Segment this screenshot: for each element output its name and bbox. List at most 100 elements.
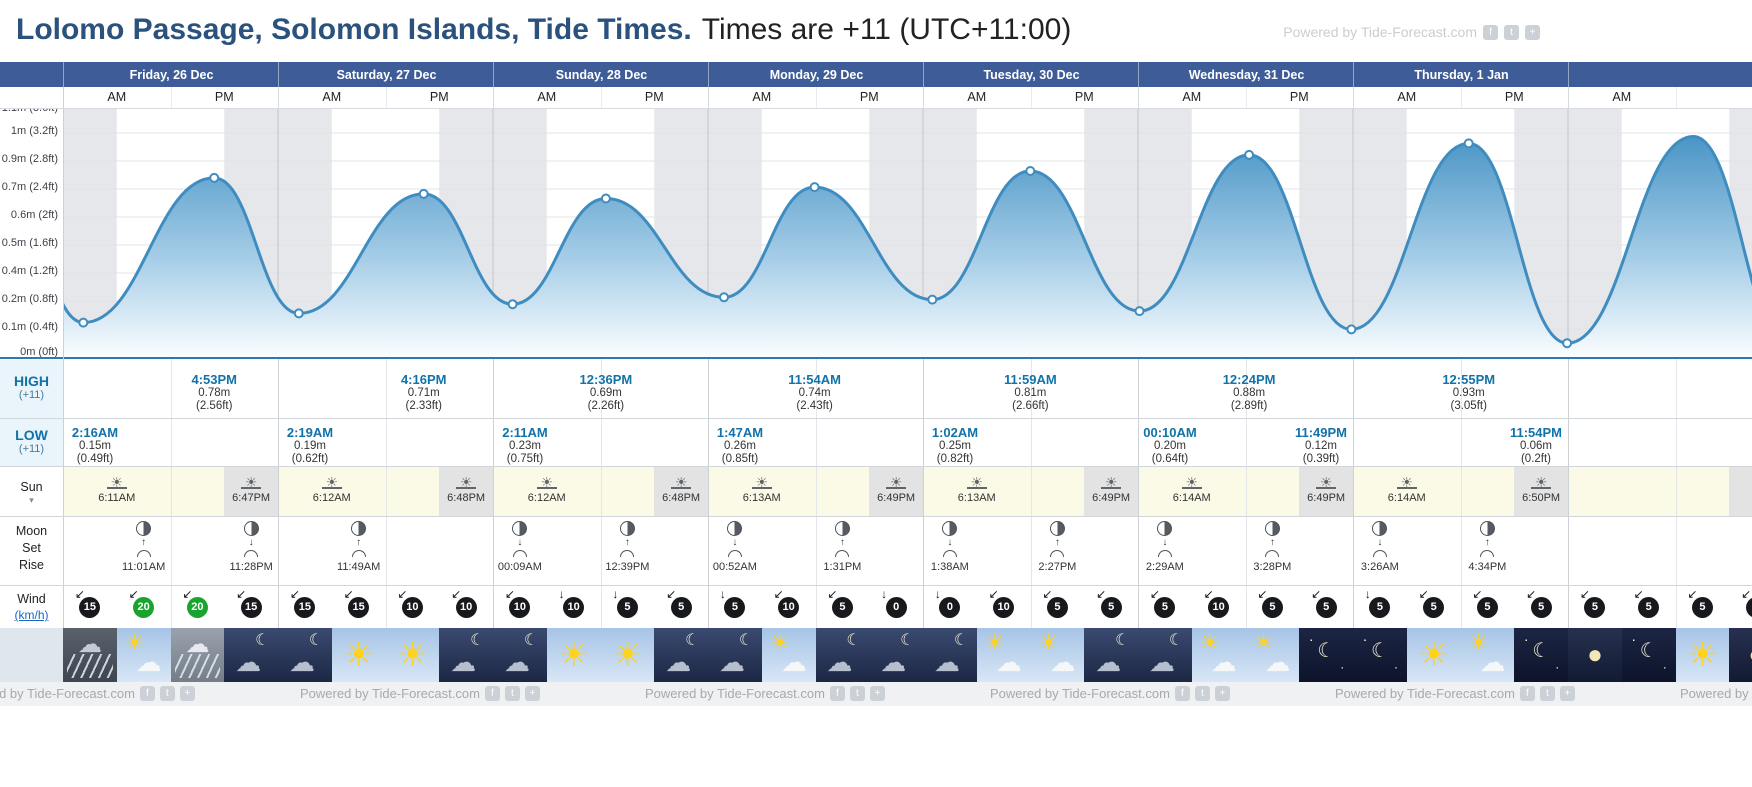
ampm-label: PM	[1074, 90, 1094, 104]
social-icon[interactable]: t	[849, 686, 865, 701]
wind-direction-arrow: ↙	[1096, 587, 1107, 601]
social-icon[interactable]: f	[139, 686, 155, 701]
down-arrow-icon: ↓	[248, 537, 254, 548]
wind-row-label: Wind (km/h)	[0, 586, 63, 628]
tide-extreme-marker	[1562, 338, 1573, 349]
weather-icon-clear-night: ☾ · ·	[1621, 628, 1676, 682]
social-icon[interactable]: +	[1559, 686, 1575, 701]
high-tide-entry-height-ft: (2.26ft)	[587, 400, 625, 412]
moonrise-icon: ↑	[1048, 538, 1066, 557]
low-tide-entry-time: 1:02AM	[931, 425, 979, 440]
ampm-row: AM PM AM PM AM PM AM PM AM PM AM PM AM PM AM	[0, 87, 1752, 108]
social-icon[interactable]: t	[1194, 686, 1210, 701]
ampm-label: AM	[967, 90, 987, 104]
high-tide-entry: 11:59AM 0.81m (2.66ft)	[970, 372, 1090, 413]
day-header-cell: Monday, 29 Dec	[708, 62, 924, 87]
low-tide-entry-height-m: 0.06m	[1520, 440, 1552, 452]
weather-icon-sun-cloud: ☀ ☁	[1460, 628, 1515, 682]
day-header-cell: Sunday, 28 Dec	[493, 62, 709, 87]
low-tide-entry-time: 00:10AM	[1143, 425, 1197, 440]
horizon-arc-icon	[835, 550, 850, 557]
moon-row: ↑ 11:01AM ↓ 11:28PM ↑ 11:49AM ↓ 00:09AM ↑ 12:39PM…	[0, 516, 1752, 585]
low-tide-entry-height-m: 0.26m	[724, 440, 756, 452]
powered-by-link[interactable]: Powered by Tide-Forecast.com f t +	[1283, 24, 1540, 40]
weather-icon-cloud-moon: ☾ ☁	[278, 628, 332, 682]
powered-by-text: Powered by Tide-Forecast.com	[1283, 24, 1477, 40]
location-title: Lolomo Passage, Solomon Islands, Tide Ti…	[16, 13, 692, 46]
wind-speed-badge: 10	[509, 597, 531, 618]
moonrise-icon: ↑	[1263, 538, 1281, 557]
weather-icon-sun: ☀	[546, 628, 601, 682]
social-icon[interactable]: +	[179, 686, 195, 701]
low-tide-entry-height-m: 0.19m	[294, 440, 326, 452]
moonset-entry: ↓ 1:38AM	[915, 521, 985, 573]
social-icon[interactable]: t	[504, 686, 520, 701]
moonset-entry: ↓ 00:52AM	[700, 521, 770, 573]
wind-speed-badge: 15	[294, 597, 316, 618]
social-icon[interactable]: t	[1539, 686, 1555, 701]
up-arrow-icon: ↑	[1484, 537, 1490, 548]
wind-direction-arrow: ↙	[289, 587, 300, 601]
high-label: HIGH	[14, 373, 49, 389]
social-icon[interactable]: f	[484, 686, 500, 701]
share-more-icon[interactable]: +	[1525, 24, 1540, 40]
sunset-entry: 6:49PM	[1291, 477, 1361, 504]
high-tide-entry-height-m: 0.71m	[407, 387, 440, 399]
share-facebook-icon[interactable]: f	[1483, 24, 1498, 40]
high-tide-entry-time: 11:59AM	[1003, 372, 1057, 387]
high-tide-entry-time: 11:54AM	[788, 372, 841, 387]
social-icon[interactable]: +	[524, 686, 540, 701]
social-icon[interactable]: f	[1519, 686, 1535, 701]
sun-label: Sun	[20, 480, 43, 494]
social-icon[interactable]: f	[1174, 686, 1190, 701]
weather-icon-cloud-moon: ☾ ☁	[815, 628, 870, 682]
share-twitter-icon[interactable]: t	[1504, 24, 1519, 40]
up-arrow-icon: ↑	[356, 537, 362, 548]
low-tide-entry: 2:16AM 0.15m (0.49ft)	[35, 425, 155, 466]
wind-direction-arrow: ↙	[236, 587, 247, 601]
wind-direction-arrow: ↙	[182, 587, 193, 601]
moonrise-icon: ↑	[350, 538, 368, 557]
low-tide-entry-height-m: 0.20m	[1154, 440, 1186, 452]
sunset-segment	[1084, 466, 1138, 516]
high-tide-entry-height-ft: (2.43ft)	[796, 400, 833, 412]
weather-strip: ☁ ☀ ☁ ☁ ☾ ☁ ☾ ☁ ☀ ☀ ☾ ☁ ☾ ☁ ☀ ☀ ☾ ☁ ☾ ☁ ☀ ☁ ☾ ☁ ☾ ☁ ☾ ☁ ☀ ☁ ☀ ☁ ☾ ☁ ☾ ☁ ☀ ☁ ☀ ☁…	[0, 628, 1752, 682]
wind-unit-link[interactable]: (km/h)	[14, 608, 49, 622]
weather-icon-sun: ☀	[385, 628, 440, 682]
tide-extreme-marker	[78, 317, 89, 328]
weather-icon-cloud-moon: ☾ ☁	[708, 628, 762, 682]
moonrise-entry: ↑ 2:27PM	[1022, 521, 1092, 573]
social-icon[interactable]: f	[829, 686, 845, 701]
social-icon[interactable]: t	[159, 686, 175, 701]
title-bar: Lolomo Passage, Solomon Islands, Tide Ti…	[0, 0, 1752, 62]
wind-speed-badge: 5	[1046, 597, 1068, 618]
low-tide-entry-height-ft: (0.75ft)	[506, 453, 544, 465]
low-tz: (+11)	[18, 443, 45, 455]
low-row-bg	[0, 418, 1752, 466]
sun-row-toggle[interactable]: Sun ▾	[0, 467, 63, 516]
moon-row-bg	[0, 516, 1752, 585]
sunset-icon	[886, 477, 907, 489]
sunrise-icon	[536, 477, 557, 489]
moon-time: 2:27PM	[1038, 561, 1077, 573]
weather-icon-rain-dark: ☁	[63, 628, 117, 682]
horizon-arc-icon	[1157, 550, 1172, 557]
high-tide-row: 4:53PM 0.78m (2.56ft) 4:16PM 0.71m (2.33ft) 12…	[0, 359, 1752, 418]
social-icon[interactable]: +	[1214, 686, 1230, 701]
sunset-icon	[1316, 477, 1337, 489]
y-axis-label: 0m (0ft)	[20, 346, 58, 358]
social-icon[interactable]: +	[869, 686, 885, 701]
high-tide-entry-height-ft: (2.33ft)	[405, 400, 442, 412]
wind-direction-arrow: ↙	[666, 587, 677, 601]
weather-icon-moon: ●	[1729, 628, 1752, 682]
moon-phase-icon	[834, 521, 850, 536]
wind-speed-badge: 5	[1261, 597, 1283, 618]
horizon-arc-icon	[136, 550, 151, 557]
wind-direction-arrow: ↙	[1149, 587, 1160, 601]
